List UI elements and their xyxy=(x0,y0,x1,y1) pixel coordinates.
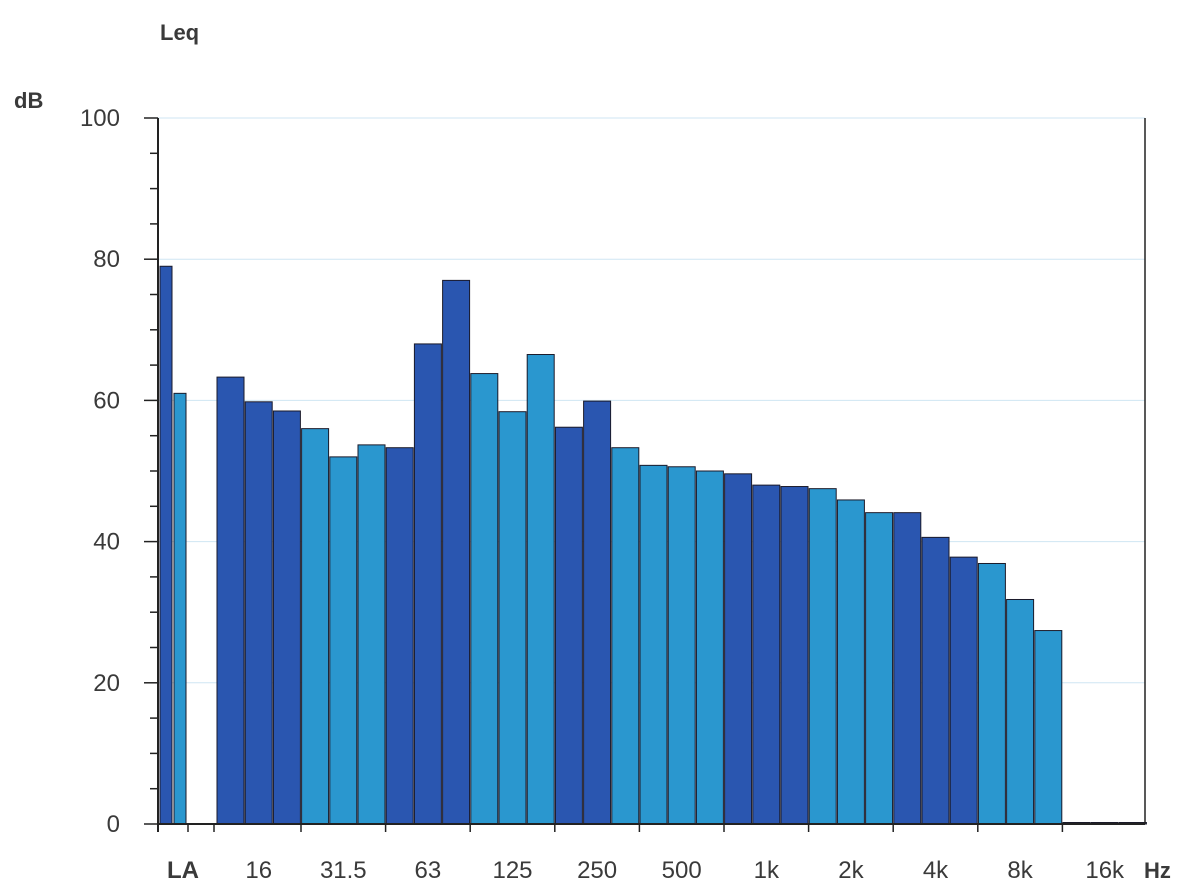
band-bar xyxy=(244,401,273,825)
band-bar xyxy=(413,343,442,825)
band-bar xyxy=(949,556,978,825)
x-tick-label: 4k xyxy=(923,857,949,884)
x-tick-label: 16 xyxy=(245,857,272,884)
axes xyxy=(144,117,1146,832)
chart-title: Leq xyxy=(160,20,199,45)
band-bar xyxy=(808,488,837,825)
x-tick-label: 16k xyxy=(1085,857,1125,884)
x-tick-label: 250 xyxy=(577,857,617,884)
x-tick-labels: LA 16 31.5 63 125 250 500 1k 2k 4k 8k 16k xyxy=(167,857,1125,884)
y-tick-label: 80 xyxy=(93,246,120,273)
y-tick-label: 20 xyxy=(93,670,120,697)
summary-bar xyxy=(173,392,187,825)
band-bar xyxy=(865,512,894,825)
y-tick-labels: 0 20 40 60 80 100 xyxy=(80,105,120,838)
summary-bar xyxy=(159,265,173,825)
band-bar xyxy=(639,464,668,825)
y-tick-label: 40 xyxy=(93,529,120,556)
band-bar xyxy=(1006,598,1035,825)
y-tick-label: 0 xyxy=(107,811,120,838)
band-bar xyxy=(780,486,809,825)
band-bar xyxy=(272,410,301,825)
band-bar xyxy=(977,562,1006,825)
x-tick-label: 500 xyxy=(662,857,702,884)
band-bar xyxy=(611,447,640,825)
x-tick-label: 63 xyxy=(415,857,442,884)
band-bar xyxy=(470,373,499,825)
band-bar xyxy=(301,428,330,825)
x-tick-label: 1k xyxy=(754,857,780,884)
band-bar xyxy=(216,376,245,825)
band-bar xyxy=(921,536,950,825)
band-bar xyxy=(752,484,781,825)
y-axis-unit-label: dB xyxy=(14,88,43,113)
x-tick-label: 2k xyxy=(838,857,864,884)
band-bar xyxy=(526,354,555,825)
x-tick-label: 31.5 xyxy=(320,857,367,884)
band-bar xyxy=(498,411,527,825)
band-bar xyxy=(554,426,583,825)
x-tick-label: LA xyxy=(167,857,199,884)
y-tick-label: 100 xyxy=(80,105,120,132)
band-bar xyxy=(836,499,865,825)
band-bar xyxy=(385,447,414,825)
x-axis-unit-label: Hz xyxy=(1144,858,1171,883)
band-bar xyxy=(893,512,922,825)
band-bar xyxy=(724,473,753,825)
band-bar xyxy=(442,279,471,825)
x-tick-label: 125 xyxy=(492,857,532,884)
band-bar xyxy=(583,400,612,825)
band-bar xyxy=(1034,630,1063,825)
band-bar xyxy=(695,470,724,825)
bars xyxy=(159,265,1147,825)
x-tick-label: 8k xyxy=(1007,857,1033,884)
y-tick-label: 60 xyxy=(93,387,120,414)
band-bar xyxy=(329,456,358,825)
band-bar xyxy=(357,444,386,825)
band-bar xyxy=(667,466,696,825)
